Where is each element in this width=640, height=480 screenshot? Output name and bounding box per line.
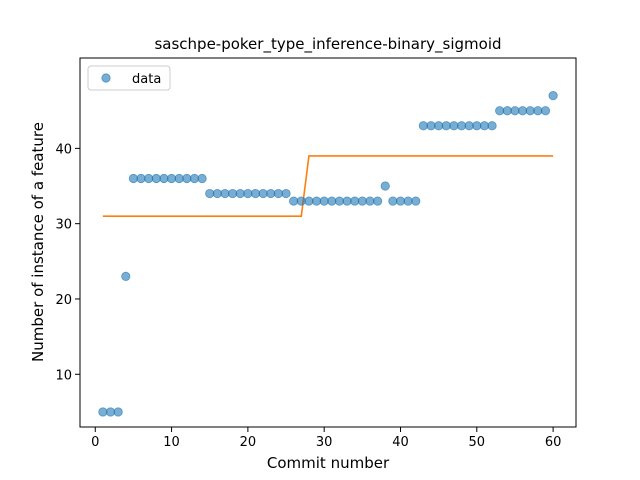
data-point bbox=[250, 188, 261, 199]
data-point bbox=[472, 121, 482, 131]
data-point bbox=[128, 173, 139, 184]
data-point bbox=[304, 196, 314, 206]
legend-label: data bbox=[132, 72, 161, 87]
y-axis-title: Number of instance of a feature bbox=[29, 122, 47, 362]
y-tick-label: 10 bbox=[55, 368, 72, 383]
data-point bbox=[258, 188, 268, 199]
legend-box bbox=[87, 65, 171, 91]
data-point bbox=[418, 121, 428, 131]
trend-line bbox=[102, 155, 554, 217]
y-tick-label: 40 bbox=[55, 142, 72, 157]
data-point bbox=[319, 196, 329, 206]
data-point bbox=[281, 188, 291, 199]
data-point bbox=[517, 106, 528, 116]
x-tick-label: 40 bbox=[392, 435, 409, 450]
plot-area: 0 10 20 30 40 50 60 10 20 30 40 data bbox=[55, 57, 577, 450]
data-point bbox=[243, 188, 253, 199]
data-point bbox=[235, 188, 245, 199]
legend-marker bbox=[101, 73, 111, 83]
data-point bbox=[220, 188, 230, 199]
data-point bbox=[166, 173, 177, 184]
data-point bbox=[533, 106, 543, 116]
data-point bbox=[502, 106, 512, 116]
data-point bbox=[151, 173, 161, 184]
data-point bbox=[380, 181, 390, 191]
data-point bbox=[205, 188, 215, 199]
data-point bbox=[212, 188, 222, 199]
data-point bbox=[441, 121, 451, 131]
data-point bbox=[228, 188, 238, 199]
data-point bbox=[495, 106, 505, 116]
data-point bbox=[136, 173, 146, 184]
x-axis-title: Commit number bbox=[267, 454, 390, 472]
data-point bbox=[174, 173, 184, 184]
data-point bbox=[479, 121, 490, 131]
x-tick-label: 0 bbox=[91, 435, 99, 450]
data-point bbox=[311, 196, 322, 206]
data-point bbox=[372, 196, 383, 206]
data-point bbox=[403, 196, 413, 206]
data-point bbox=[273, 188, 283, 199]
x-tick-label: 50 bbox=[469, 435, 486, 450]
data-point bbox=[98, 407, 108, 417]
data-point bbox=[334, 196, 345, 206]
data-point bbox=[113, 407, 123, 417]
data-point bbox=[548, 91, 558, 101]
data-point bbox=[121, 271, 131, 281]
x-tick-label: 60 bbox=[545, 435, 562, 450]
data-point bbox=[411, 196, 421, 206]
data-point bbox=[182, 173, 192, 184]
data-point bbox=[487, 121, 497, 131]
data-point bbox=[525, 106, 535, 116]
axes-frame bbox=[79, 57, 577, 428]
y-tick-label: 30 bbox=[55, 218, 72, 233]
chart-title: saschpe-poker_type_inference-binary_sigm… bbox=[154, 35, 501, 54]
data-point bbox=[365, 196, 375, 206]
data-point bbox=[540, 106, 551, 116]
x-tick-label: 20 bbox=[240, 435, 257, 450]
data-point bbox=[449, 121, 459, 131]
data-point bbox=[189, 173, 200, 184]
data-point bbox=[159, 173, 169, 184]
data-point bbox=[357, 196, 367, 206]
data-point bbox=[434, 121, 444, 131]
data-point bbox=[327, 196, 337, 206]
x-tick-label: 10 bbox=[163, 435, 180, 450]
data-point bbox=[289, 196, 299, 206]
data-point bbox=[350, 196, 360, 206]
data-point bbox=[456, 121, 467, 131]
data-point bbox=[197, 173, 207, 184]
data-point bbox=[395, 196, 406, 206]
data-point bbox=[426, 121, 436, 131]
data-point bbox=[342, 196, 352, 206]
y-tick-label: 20 bbox=[55, 293, 72, 308]
data-point bbox=[266, 188, 276, 199]
data-point bbox=[296, 196, 306, 206]
x-tick-label: 30 bbox=[316, 435, 333, 450]
data-point bbox=[144, 173, 154, 184]
data-point bbox=[388, 196, 398, 206]
data-point bbox=[464, 121, 474, 131]
data-point bbox=[510, 106, 520, 116]
data-point bbox=[105, 407, 116, 417]
